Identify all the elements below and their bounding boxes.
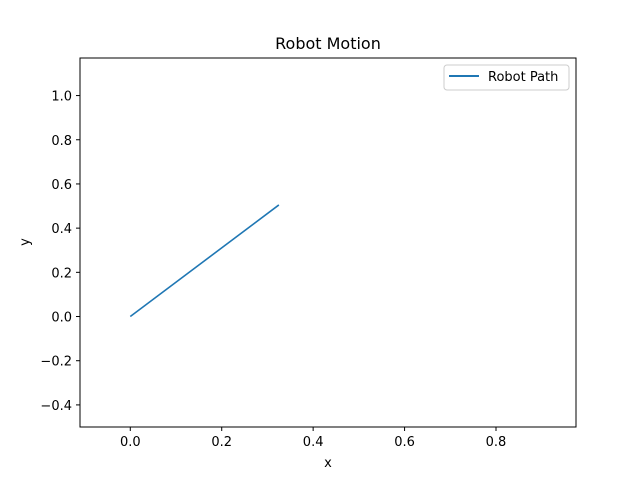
y-axis-ticks: −0.4 −0.2 0.0 0.2 0.4 0.6 0.8 1.0 [40, 90, 80, 414]
plot-area: 0.0 0.2 0.4 0.6 0.8 −0.4 −0.2 0.0 0.2 0.4 0.6 0.8 1… [40, 57, 577, 450]
legend-box [443, 64, 570, 91]
y-tick-label: 0.8 [51, 134, 72, 149]
y-axis-label: y [18, 238, 33, 246]
y-tick-label: −0.2 [40, 355, 72, 370]
x-axis-ticks: 0.0 0.2 0.4 0.6 0.8 [120, 427, 506, 450]
legend-label-robot-path: Robot Path [488, 70, 558, 85]
y-tick-label: −0.4 [40, 399, 72, 414]
axes-frame [79, 57, 577, 428]
legend: Robot Path [443, 64, 570, 91]
y-tick-label: 0.4 [51, 222, 72, 237]
x-tick-label: 0.4 [303, 435, 324, 450]
chart-title: Robot Motion [275, 34, 381, 53]
x-axis-label: x [324, 456, 332, 471]
y-tick-label: 1.0 [51, 90, 72, 105]
y-tick-label: 0.0 [51, 311, 72, 326]
x-tick-label: 0.6 [394, 435, 415, 450]
x-tick-label: 0.2 [211, 435, 232, 450]
series-layer [129, 204, 280, 318]
y-tick-label: 0.6 [51, 178, 72, 193]
series-line-robot-path [129, 204, 280, 318]
x-tick-label: 0.8 [486, 435, 507, 450]
x-tick-label: 0.0 [120, 435, 141, 450]
y-tick-label: 0.2 [51, 266, 72, 281]
